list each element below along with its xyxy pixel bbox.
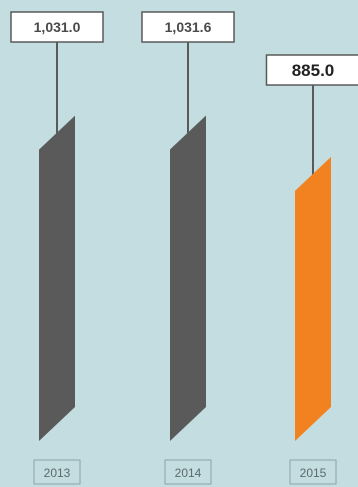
category-tick-label: 2014 (175, 466, 202, 480)
bar-highlight (295, 156, 331, 442)
value-label-box (265, 54, 358, 86)
value-label: 885.0 (292, 61, 335, 80)
value-label-box (10, 11, 104, 43)
category-tick-label: 2015 (300, 466, 327, 480)
bar (39, 115, 75, 441)
category-label-box (33, 459, 81, 485)
category-label-box (289, 459, 337, 485)
value-label-box (141, 11, 235, 43)
category-label-box (164, 459, 212, 485)
value-label: 1,031.6 (165, 19, 212, 35)
bar (170, 115, 206, 441)
category-tick-label: 2013 (44, 466, 71, 480)
value-label: 1,031.0 (34, 19, 81, 35)
